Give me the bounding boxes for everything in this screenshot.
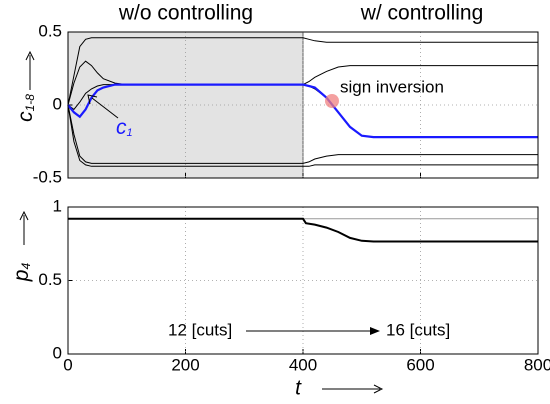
- plots: -0.5 0 0.5 0 0.5 1 0 200 400 600 800: [33, 21, 550, 374]
- series-line: [67, 37, 538, 106]
- annotation-arrowhead: [87, 94, 98, 105]
- sign-inversion-label: sign inversion: [340, 77, 444, 96]
- y-label-sub: 1-8: [23, 94, 37, 112]
- y-arrowhead: [19, 210, 29, 221]
- y-label-sub: 4: [19, 263, 33, 270]
- x-label: t: [295, 377, 302, 400]
- series-line: [68, 217, 538, 243]
- plot-frame: [67, 206, 539, 355]
- annotation-sub: 1: [127, 127, 133, 139]
- x-tick-label: 200: [171, 355, 199, 374]
- c1-annotation: c1: [116, 116, 133, 139]
- x-tick-label: 0: [63, 355, 72, 374]
- y-label-main: c: [14, 111, 37, 122]
- series-line: [67, 104, 538, 164]
- title-left: w/o controlling: [118, 2, 253, 25]
- x-arrowhead: [373, 384, 384, 394]
- x-tick-label: 800: [524, 355, 550, 374]
- y-tick-label: 0.5: [38, 21, 62, 40]
- cuts-arrowhead: [370, 327, 380, 335]
- y-label-main: p: [10, 270, 33, 283]
- y-tick-label: 0.5: [38, 270, 62, 289]
- y-tick-label: 0: [53, 343, 62, 362]
- x-tick-label: 400: [289, 355, 317, 374]
- title-right: w/ controlling: [360, 2, 484, 25]
- y-label: p4: [10, 263, 34, 283]
- y-tick-label: 1: [53, 196, 62, 215]
- series-line: [67, 104, 538, 167]
- y-tick-label: 0: [53, 94, 62, 113]
- sign-inversion-marker: [325, 94, 339, 108]
- annotation-arrow: [91, 97, 119, 119]
- series-line: [67, 83, 538, 139]
- y-label: c1-8: [14, 94, 38, 122]
- x-tick-label: 600: [406, 355, 434, 374]
- plot-frame: [67, 31, 539, 179]
- y-tick-label: -0.5: [33, 167, 62, 186]
- cuts-right: 16 [cuts]: [386, 320, 450, 339]
- y-arrowhead: [25, 50, 35, 61]
- annotation-main: c: [116, 116, 127, 139]
- cuts-left: 12 [cuts]: [168, 320, 232, 339]
